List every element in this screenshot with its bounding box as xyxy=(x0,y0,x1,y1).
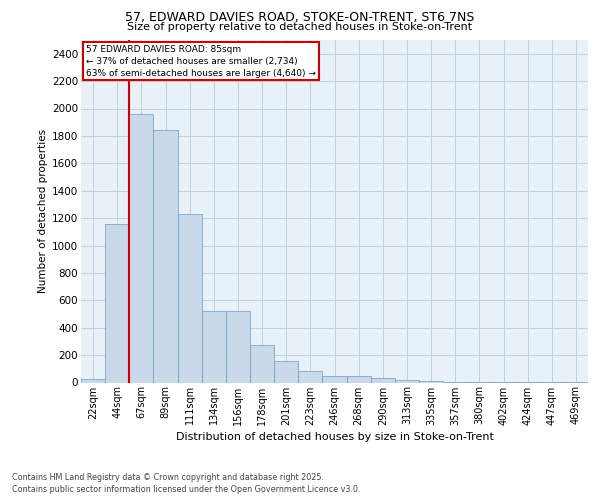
Bar xyxy=(347,376,371,382)
Bar xyxy=(154,130,178,382)
Bar xyxy=(81,379,105,382)
Text: Contains HM Land Registry data © Crown copyright and database right 2025.: Contains HM Land Registry data © Crown c… xyxy=(12,473,324,482)
Bar xyxy=(202,312,226,382)
Bar xyxy=(298,371,322,382)
Bar xyxy=(395,380,419,382)
Text: Contains public sector information licensed under the Open Government Licence v3: Contains public sector information licen… xyxy=(12,485,361,494)
Bar xyxy=(105,224,129,382)
X-axis label: Distribution of detached houses by size in Stoke-on-Trent: Distribution of detached houses by size … xyxy=(176,432,493,442)
Bar xyxy=(129,114,154,382)
Bar xyxy=(178,214,202,382)
Bar xyxy=(371,378,395,382)
Text: 57, EDWARD DAVIES ROAD, STOKE-ON-TRENT, ST6 7NS: 57, EDWARD DAVIES ROAD, STOKE-ON-TRENT, … xyxy=(125,11,475,24)
Text: Size of property relative to detached houses in Stoke-on-Trent: Size of property relative to detached ho… xyxy=(127,22,473,32)
Bar xyxy=(322,376,347,382)
Y-axis label: Number of detached properties: Number of detached properties xyxy=(38,129,48,294)
Text: 57 EDWARD DAVIES ROAD: 85sqm
← 37% of detached houses are smaller (2,734)
63% of: 57 EDWARD DAVIES ROAD: 85sqm ← 37% of de… xyxy=(86,45,316,78)
Bar xyxy=(226,312,250,382)
Bar xyxy=(274,362,298,382)
Bar xyxy=(250,345,274,383)
